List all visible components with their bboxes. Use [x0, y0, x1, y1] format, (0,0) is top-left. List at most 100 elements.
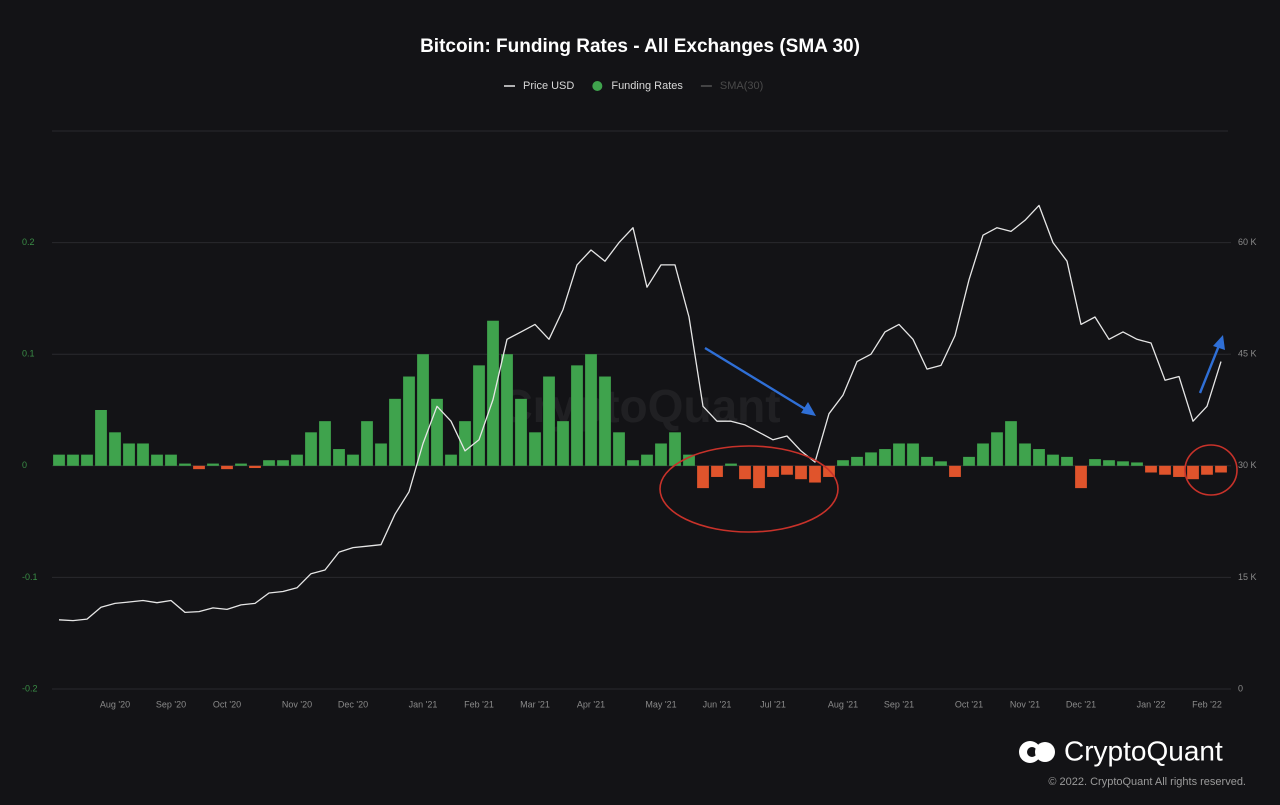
plot-area — [53, 204, 1227, 622]
funding-bar — [445, 454, 457, 466]
funding-bar — [991, 432, 1003, 466]
y-tick-label: 0 — [22, 460, 27, 470]
funding-bar — [193, 465, 205, 470]
funding-bar — [977, 443, 989, 466]
x-tick-label: Feb '21 — [464, 699, 494, 709]
funding-bar — [473, 365, 485, 466]
funding-bar — [1117, 461, 1129, 466]
funding-bar — [627, 460, 639, 466]
funding-bar — [641, 454, 653, 466]
x-tick-label: May '21 — [645, 699, 676, 709]
funding-bar — [879, 449, 891, 466]
funding-bar — [1075, 465, 1087, 489]
y-tick-label: -0.2 — [22, 683, 38, 693]
logo-icon — [1035, 742, 1055, 762]
funding-bar — [1187, 465, 1199, 480]
funding-bar — [95, 410, 107, 466]
funding-bar — [739, 465, 751, 480]
funding-bar — [725, 463, 737, 466]
arrow-head — [801, 402, 816, 416]
y2-tick-label: 30 K — [1238, 460, 1257, 470]
funding-bar — [1103, 460, 1115, 466]
x-tick-label: Sep '21 — [884, 699, 914, 709]
price-line — [58, 204, 1222, 622]
arrow — [704, 346, 811, 414]
funding-bar — [361, 421, 373, 466]
x-tick-label: Jan '22 — [1137, 699, 1166, 709]
funding-bar — [375, 443, 387, 466]
x-tick-label: Mar '21 — [520, 699, 550, 709]
funding-bar — [823, 465, 835, 477]
funding-bar — [81, 454, 93, 466]
funding-bar — [697, 465, 709, 489]
funding-bar — [1131, 462, 1143, 466]
funding-bar — [837, 460, 849, 466]
funding-bar — [417, 354, 429, 466]
funding-bar — [669, 432, 681, 466]
funding-bar — [207, 463, 219, 466]
highlight-circle — [1184, 444, 1238, 496]
funding-bar — [1019, 443, 1031, 466]
y-tick-label: -0.1 — [22, 572, 38, 582]
funding-bar — [683, 454, 695, 466]
funding-bar — [403, 376, 415, 466]
funding-bar — [1145, 465, 1157, 473]
funding-bar — [851, 456, 863, 466]
funding-bar — [137, 443, 149, 466]
legend-label: SMA(30) — [720, 80, 763, 92]
funding-bar — [921, 456, 933, 466]
legend-swatch — [592, 81, 603, 91]
funding-bar — [305, 432, 317, 466]
watermark: CryptoQuant — [499, 380, 780, 432]
arrow-head — [1213, 335, 1225, 350]
funding-bar — [711, 465, 723, 477]
annotations — [659, 335, 1238, 533]
funding-bar — [767, 465, 779, 477]
logo-icon — [1027, 747, 1037, 757]
funding-bar — [613, 432, 625, 466]
funding-bar — [53, 454, 65, 466]
funding-bar — [781, 465, 793, 475]
y-tick-label: 0.1 — [22, 349, 35, 359]
funding-bar — [935, 461, 947, 466]
y2-tick-label: 45 K — [1238, 349, 1257, 359]
x-tick-label: Oct '20 — [213, 699, 241, 709]
funding-bar — [963, 456, 975, 466]
y2-tick-label: 15 K — [1238, 572, 1257, 582]
x-tick-label: Dec '20 — [338, 699, 368, 709]
copyright: © 2022. CryptoQuant All rights reserved. — [1048, 776, 1246, 788]
x-tick-label: Oct '21 — [955, 699, 983, 709]
grid: -0.2 -0.1 0 0.1 0.2 0 15 K 30 K 45 K 60 K Aug '20 S… — [22, 130, 1257, 709]
x-tick-label: Jul '21 — [760, 699, 786, 709]
funding-bar — [865, 452, 877, 466]
funding-bar — [893, 443, 905, 466]
funding-bar — [263, 460, 275, 466]
y2-tick-label: 0 — [1238, 683, 1243, 693]
funding-bar — [165, 454, 177, 466]
arrow — [1198, 342, 1222, 394]
x-tick-label: Aug '21 — [828, 699, 858, 709]
funding-bar — [291, 454, 303, 466]
logo-text: CryptoQuant — [1064, 735, 1223, 766]
legend: Price USD Funding Rates SMA(30) — [504, 80, 763, 92]
funding-bar — [753, 465, 765, 489]
funding-bar — [1173, 465, 1185, 477]
x-tick-label: Jan '21 — [409, 699, 438, 709]
funding-bar — [1033, 449, 1045, 466]
funding-bar — [123, 443, 135, 466]
funding-bar — [795, 465, 807, 480]
funding-bar — [389, 398, 401, 466]
funding-bar — [1047, 454, 1059, 466]
funding-bar — [1215, 465, 1227, 473]
funding-bar — [655, 443, 667, 466]
x-tick-label: Nov '20 — [282, 699, 312, 709]
legend-label: Funding Rates — [611, 80, 683, 92]
x-tick-label: Jun '21 — [703, 699, 732, 709]
funding-bar — [809, 465, 821, 483]
funding-bar — [67, 454, 79, 466]
chart-title: Bitcoin: Funding Rates - All Exchanges (… — [420, 36, 860, 57]
x-tick-label: Feb '22 — [1192, 699, 1222, 709]
